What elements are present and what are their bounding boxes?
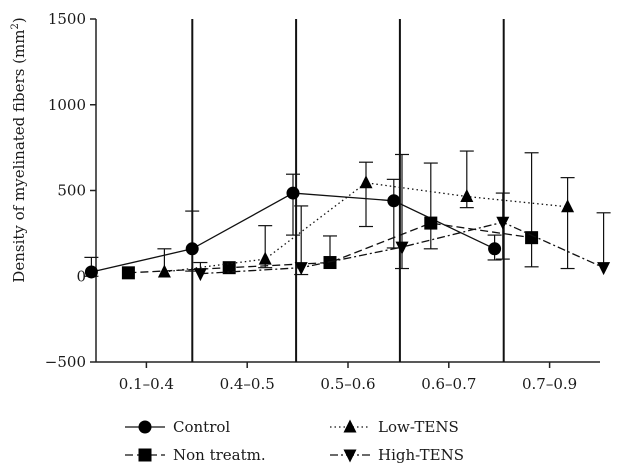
data-point — [185, 242, 199, 256]
legend-marker — [138, 448, 152, 462]
axes — [95, 19, 600, 363]
data-point — [294, 262, 308, 276]
legend-marker — [138, 420, 152, 434]
y-tick-label: 0 — [76, 267, 86, 285]
category-dividers — [191, 19, 505, 362]
x-tick-label: 0.4–0.5 — [220, 375, 275, 393]
x-tick-label: 0.6–0.7 — [421, 375, 476, 393]
data-point — [157, 264, 171, 278]
x-ticks: 0.1–0.4 0.4–0.5 0.5–0.6 0.6–0.7 0.7–0.9 — [119, 362, 577, 393]
series-line — [164, 182, 568, 273]
data-point — [121, 266, 135, 280]
data-point — [387, 194, 401, 208]
legend-entry: Control — [125, 418, 230, 436]
x-tick-label: 0.7–0.9 — [522, 375, 577, 393]
data-point — [424, 216, 438, 230]
data-point — [496, 216, 510, 230]
x-tick-label: 0.5–0.6 — [320, 375, 375, 393]
legend-marker — [343, 449, 357, 463]
data-point — [258, 251, 272, 265]
series-high-tens — [193, 153, 611, 282]
data-point — [222, 261, 236, 275]
y-tick-label: 500 — [57, 182, 86, 200]
y-tick-label: 1500 — [48, 10, 86, 28]
data-point — [597, 262, 611, 276]
data-point — [323, 256, 337, 270]
data-point — [525, 231, 539, 245]
y-axis-label-superscript: 2 — [10, 23, 21, 29]
x-tick-label: 0.1–0.4 — [119, 375, 174, 393]
plot-area — [84, 150, 611, 282]
y-axis-label: Density of myelinated fibers (mm2) — [10, 17, 28, 282]
data-point — [395, 241, 409, 255]
data-point — [84, 265, 98, 279]
data-point — [359, 175, 373, 189]
data-point — [193, 268, 207, 282]
series-control — [84, 173, 502, 279]
series-non-treatm- — [121, 152, 539, 280]
legend-entry: Non treatm. — [125, 446, 266, 464]
legend-label: Low-TENS — [378, 418, 459, 436]
y-tick-label: −500 — [45, 353, 86, 371]
legend: Control Non treatm. Low-TENS High-TENS — [125, 418, 464, 464]
legend-label: Control — [173, 418, 230, 436]
legend-label: Non treatm. — [173, 446, 266, 464]
data-point — [460, 189, 474, 203]
legend-entry: High-TENS — [330, 446, 464, 464]
y-tick-label: 1000 — [48, 96, 86, 114]
data-point — [561, 199, 575, 213]
legend-label: High-TENS — [378, 446, 464, 464]
series-low-tens — [157, 150, 575, 278]
legend-marker — [343, 419, 357, 433]
data-point — [286, 186, 300, 200]
legend-entry: Low-TENS — [330, 418, 459, 436]
y-ticks: −500 0 500 1000 1500 — [45, 10, 96, 371]
data-point — [488, 242, 502, 256]
